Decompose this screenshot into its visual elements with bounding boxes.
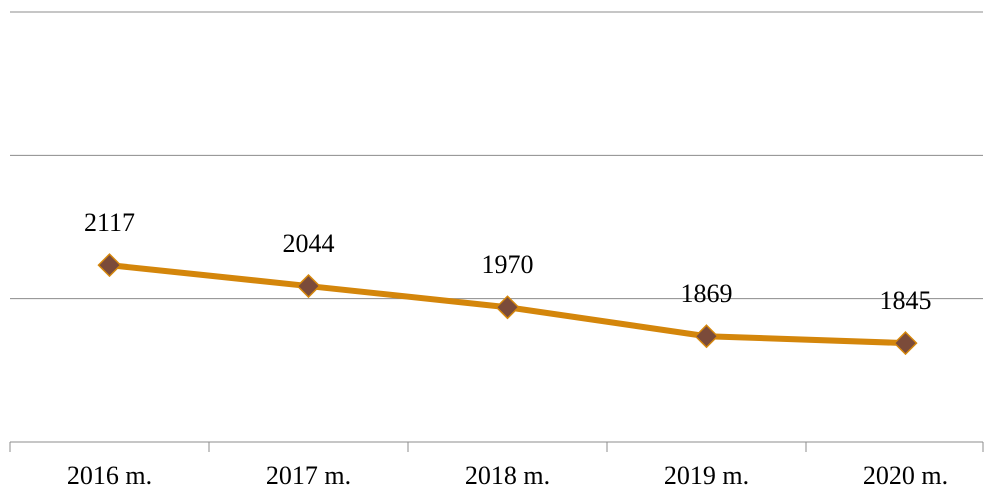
- data-label: 1869: [681, 279, 733, 308]
- x-tick-label: 2020 m.: [863, 461, 948, 490]
- data-label: 2044: [283, 229, 335, 258]
- data-label: 1845: [880, 286, 932, 315]
- marker: [495, 295, 520, 320]
- data-label: 2117: [84, 208, 135, 237]
- data-label: 1970: [482, 250, 534, 279]
- marker: [97, 253, 122, 278]
- x-tick-label: 2018 m.: [465, 461, 550, 490]
- marker: [694, 324, 719, 349]
- x-tick-label: 2017 m.: [266, 461, 351, 490]
- marker: [296, 273, 321, 299]
- x-tick-label: 2016 m.: [67, 461, 152, 490]
- x-tick-label: 2019 m.: [664, 461, 749, 490]
- marker: [893, 331, 918, 356]
